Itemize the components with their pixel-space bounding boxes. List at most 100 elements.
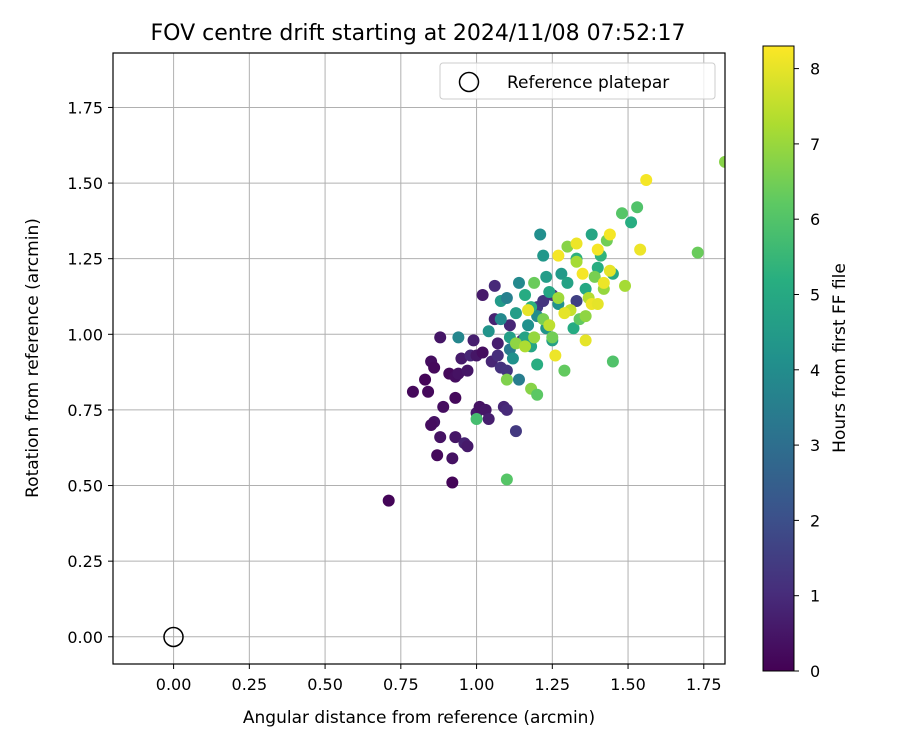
data-point (576, 267, 589, 280)
data-point (500, 403, 513, 416)
y-tick-label: 0.00 (67, 628, 103, 647)
legend: Reference platepar (439, 62, 716, 100)
x-tick-label: 1.50 (610, 675, 646, 694)
legend-label: Reference platepar (507, 73, 669, 93)
y-tick-label: 1.50 (67, 174, 103, 193)
data-point (488, 279, 501, 292)
data-point (452, 367, 465, 380)
x-tick-label: 0.25 (232, 675, 268, 694)
data-point (494, 313, 507, 326)
data-point (491, 349, 504, 362)
reference-platepar-marker (163, 626, 184, 648)
data-point (591, 261, 604, 274)
data-point (446, 452, 459, 465)
data-point (606, 355, 619, 368)
data-point (558, 307, 571, 320)
data-point (561, 240, 574, 253)
data-point (691, 246, 704, 259)
data-point (512, 276, 525, 289)
x-tick-label: 1.25 (534, 675, 570, 694)
x-tick-label: 0.75 (383, 675, 419, 694)
data-point (437, 400, 450, 413)
data-point (543, 285, 556, 298)
data-point (519, 331, 532, 344)
data-point (509, 337, 522, 350)
data-point (509, 307, 522, 320)
data-point (570, 295, 583, 308)
data-point (561, 276, 574, 289)
colorbar-tick-label: 6 (810, 210, 820, 229)
colorbar-tick-label: 5 (810, 285, 820, 304)
data-point (419, 373, 432, 386)
data-point (500, 373, 513, 386)
data-point (631, 201, 644, 214)
colorbar-tick-label: 3 (810, 436, 820, 455)
legend-box (439, 62, 716, 100)
data-point (503, 319, 516, 332)
data-point (500, 292, 513, 305)
data-point (619, 279, 632, 292)
data-point (531, 358, 544, 371)
y-axis-ticks: 0.00 0.25 0.50 0.75 1.00 1.25 1.50 1.75 (67, 98, 113, 647)
data-point (552, 292, 565, 305)
data-point (452, 331, 465, 344)
data-point (476, 288, 489, 301)
data-point (540, 270, 553, 283)
colorbar-tick-label: 1 (810, 587, 820, 606)
data-point (449, 431, 462, 444)
data-point (528, 276, 541, 289)
colorbar-tick-label: 2 (810, 511, 820, 530)
data-point (537, 249, 550, 262)
colorbar-ticks: 0 1 2 3 4 5 6 7 8 (794, 60, 820, 681)
data-point (461, 364, 474, 377)
data-point (476, 346, 489, 359)
data-point (603, 264, 616, 277)
data-point (558, 364, 571, 377)
y-tick-label: 1.75 (67, 98, 103, 117)
x-axis-ticks: 0.00 0.25 0.50 0.75 1.00 1.25 1.50 1.75 (156, 664, 722, 694)
colorbar-label: Hours from first FF file (830, 263, 850, 453)
data-point (570, 255, 583, 268)
data-point (603, 228, 616, 241)
data-point (579, 310, 592, 323)
x-tick-label: 0.50 (307, 675, 343, 694)
colorbar-tick-label: 0 (810, 662, 820, 681)
data-point (522, 304, 535, 317)
data-point (479, 403, 492, 416)
y-tick-label: 1.25 (67, 250, 103, 269)
data-point (585, 228, 598, 241)
data-point (519, 340, 532, 353)
data-point (528, 331, 541, 344)
data-point (531, 388, 544, 401)
data-point (491, 337, 504, 350)
data-point (570, 237, 583, 250)
data-point (522, 319, 535, 332)
data-point (467, 334, 480, 347)
colorbar-tick-label: 4 (810, 361, 820, 380)
data-point (500, 364, 513, 377)
data-point (615, 207, 628, 220)
y-tick-label: 0.50 (67, 477, 103, 496)
data-point (625, 216, 638, 229)
data-point (482, 412, 495, 425)
data-point (506, 352, 519, 365)
data-point (534, 228, 547, 241)
data-point (455, 352, 468, 365)
data-point (591, 243, 604, 256)
data-point (461, 440, 474, 453)
data-point (579, 334, 592, 347)
chart-title: FOV centre drift starting at 2024/11/08 … (151, 21, 686, 46)
data-point (431, 449, 444, 462)
y-axis-label: Rotation from reference (arcmin) (23, 218, 43, 498)
data-point (597, 276, 610, 289)
y-tick-label: 1.00 (67, 325, 103, 344)
data-point (519, 288, 532, 301)
data-point (470, 412, 483, 425)
colorbar-tick-label: 7 (810, 135, 820, 154)
data-point (634, 243, 647, 256)
data-point (428, 361, 441, 374)
data-point (382, 494, 395, 507)
grid (113, 53, 725, 664)
data-point (640, 174, 653, 187)
